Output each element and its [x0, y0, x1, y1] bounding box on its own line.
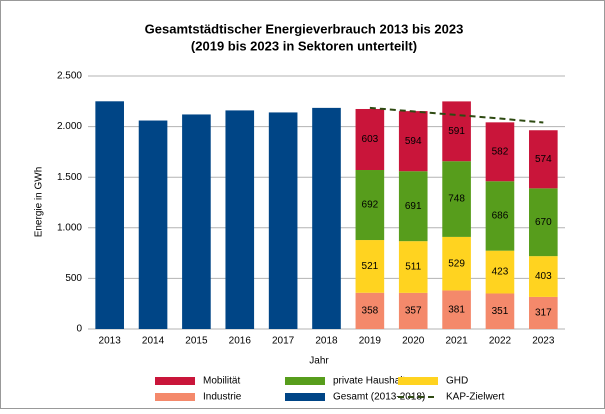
- legend-label: GHD: [446, 376, 468, 387]
- bar: [355, 170, 385, 241]
- legend-label: Industrie: [203, 392, 242, 403]
- bar: [442, 290, 471, 329]
- target-line: [369, 106, 544, 124]
- legend-label: KAP-Zielwert: [446, 392, 505, 403]
- data-label: 423: [492, 267, 509, 278]
- data-label: 691: [405, 201, 422, 212]
- bar: [398, 111, 428, 172]
- data-label: 686: [492, 211, 509, 222]
- bar: [355, 292, 385, 329]
- data-label: 748: [448, 194, 465, 205]
- bar: [268, 112, 298, 329]
- legend-swatch: [398, 377, 438, 385]
- bar: [529, 130, 558, 189]
- data-label: 521: [362, 261, 379, 272]
- bar: [355, 240, 385, 293]
- data-label: 574: [535, 154, 552, 165]
- data-label: 357: [405, 306, 422, 317]
- y-tick-label: 500: [65, 273, 82, 284]
- bar: [485, 181, 515, 251]
- x-tick-label: 2021: [445, 336, 468, 347]
- x-tick-label: 2020: [402, 336, 425, 347]
- legend-label: Gesamt (2013-2018): [333, 392, 425, 403]
- data-label: 670: [535, 217, 552, 228]
- legend-swatch: [285, 377, 325, 385]
- y-tick-label: 2.000: [57, 121, 82, 132]
- x-tick-label: 2016: [229, 336, 252, 347]
- x-tick-label: 2023: [532, 336, 555, 347]
- bar: [398, 241, 428, 293]
- y-tick-label: 1.000: [57, 222, 82, 233]
- bar: [312, 107, 341, 330]
- x-tick-label: 2019: [359, 336, 382, 347]
- x-axis-label: Jahr: [309, 356, 329, 367]
- data-label: 692: [362, 200, 379, 211]
- data-label: 317: [535, 308, 552, 319]
- x-tick-label: 2022: [489, 336, 512, 347]
- bar: [442, 161, 471, 237]
- data-label: 511: [405, 262, 421, 273]
- bar: [485, 250, 515, 294]
- y-tick-label: 0: [76, 324, 82, 335]
- legend-swatch: [155, 393, 195, 401]
- bar: [485, 122, 515, 182]
- bar: [398, 171, 428, 242]
- bar: [398, 292, 428, 329]
- bar: [138, 120, 168, 329]
- data-label: 529: [448, 258, 465, 269]
- bar: [529, 296, 558, 329]
- bar: [529, 188, 558, 257]
- data-label: 582: [492, 146, 509, 157]
- bar: [442, 236, 471, 291]
- chart-title: Gesamtstädtischer Energieverbrauch 2013 …: [145, 21, 464, 36]
- x-tick-label: 2013: [99, 336, 122, 347]
- bar: [529, 256, 558, 297]
- bar: [355, 108, 385, 171]
- chart-subtitle: (2019 bis 2023 in Sektoren unterteilt): [191, 38, 417, 53]
- bar: [182, 114, 211, 330]
- y-axis-label: Energie in GWh: [34, 167, 45, 238]
- bar: [442, 101, 471, 162]
- x-tick-label: 2014: [142, 336, 165, 347]
- bar: [225, 110, 255, 330]
- legend-swatch: [285, 393, 325, 401]
- bar: [95, 101, 124, 329]
- data-label: 403: [535, 271, 552, 282]
- legend-label: private Haushalte: [333, 376, 411, 387]
- legend-label: Mobilität: [203, 376, 240, 387]
- x-tick-label: 2018: [315, 336, 338, 347]
- legend-swatch: [155, 377, 195, 385]
- data-label: 603: [362, 134, 379, 145]
- data-label: 381: [448, 304, 465, 315]
- data-label: 358: [362, 306, 379, 317]
- x-tick-label: 2015: [185, 336, 208, 347]
- x-tick-label: 2017: [272, 336, 295, 347]
- y-tick-label: 2.500: [57, 71, 82, 82]
- data-label: 591: [448, 126, 465, 137]
- data-label: 351: [492, 306, 509, 317]
- bar: [485, 293, 515, 329]
- data-label: 594: [405, 136, 422, 147]
- y-tick-label: 1.500: [57, 172, 82, 183]
